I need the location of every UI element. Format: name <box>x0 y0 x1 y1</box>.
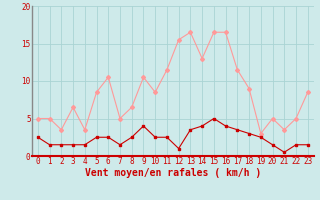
X-axis label: Vent moyen/en rafales ( km/h ): Vent moyen/en rafales ( km/h ) <box>85 168 261 178</box>
